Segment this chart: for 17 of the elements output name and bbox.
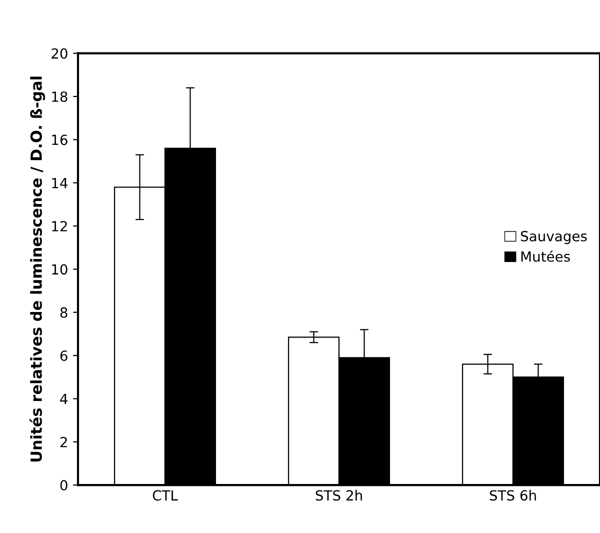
- y-tick-label: 8: [60, 307, 68, 318]
- y-tick-label: 16: [52, 134, 68, 146]
- y-tick-label: 6: [60, 350, 68, 361]
- legend-label: Mutées: [521, 250, 570, 262]
- y-tick-label: 0: [60, 480, 68, 491]
- y-tick-label: 12: [52, 220, 67, 232]
- x-tick-label: CTL: [152, 490, 178, 501]
- x-tick-label: STS 2h: [316, 490, 362, 501]
- y-tick-label: 10: [52, 264, 68, 275]
- y-tick-label: 14: [52, 178, 68, 188]
- x-tick-label: STS 6h: [490, 490, 536, 501]
- y-tick-label: 2: [60, 436, 67, 448]
- y-tick-label: 18: [52, 91, 68, 102]
- legend-label: Sauvages: [520, 230, 587, 244]
- y-axis-title: Unités relatives de luminescence / D.O. ß-gal: [30, 76, 46, 462]
- y-tick-label: 20: [52, 48, 68, 59]
- y-tick-label: 4: [60, 394, 68, 404]
